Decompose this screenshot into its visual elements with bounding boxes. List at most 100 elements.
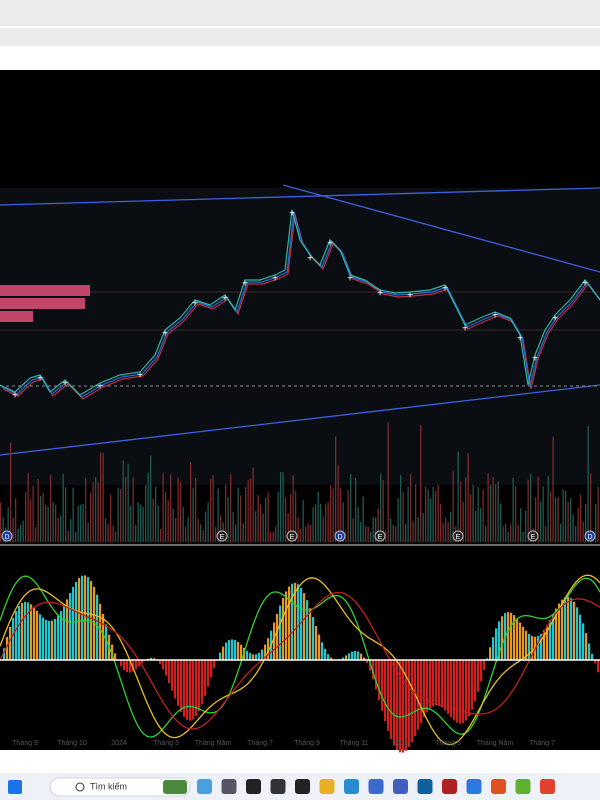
volume-bar [572, 514, 574, 542]
browser-bar [0, 0, 600, 26]
histogram-bar [588, 643, 591, 660]
start-button[interactable] [8, 780, 22, 794]
histogram-bar [39, 614, 42, 660]
volume-bar [162, 472, 164, 542]
oscillator-line [0, 574, 600, 746]
histogram-bar [198, 660, 201, 711]
histogram-bar [567, 596, 570, 660]
histogram-bar [558, 603, 561, 660]
volume-bar [365, 526, 367, 542]
taskbar-app[interactable] [368, 779, 384, 794]
histogram-bar [66, 599, 69, 660]
histogram-bar [267, 638, 270, 660]
price-line [0, 209, 600, 396]
volume-bar [312, 507, 314, 542]
volume-bar [55, 504, 57, 542]
taskbar-app[interactable] [295, 779, 310, 794]
volume-bar [185, 526, 187, 542]
histogram-bar [384, 660, 387, 722]
histogram-bar [291, 583, 294, 660]
signal-cross: + [442, 284, 448, 295]
volume-bar [215, 526, 217, 542]
volume-bar [0, 502, 2, 542]
volume-bar [302, 500, 304, 542]
volume-bar [122, 460, 124, 542]
volume-bar [65, 487, 67, 542]
volume-bar [477, 486, 479, 542]
histogram-bar [540, 633, 543, 660]
volume-bar [272, 531, 274, 542]
histogram-bar [309, 608, 312, 660]
taskbar-app[interactable] [540, 779, 555, 794]
volume-bar [82, 503, 84, 542]
x-axis-label: Tháng 9 [294, 740, 320, 747]
taskbar-app[interactable] [270, 779, 286, 794]
taskbar-app[interactable] [221, 779, 237, 794]
taskbar-app[interactable] [246, 779, 261, 794]
price-layer: + + + + + + + + + + + + + + + + + + + + + + + [0, 184, 600, 456]
volume-bar [470, 493, 472, 542]
histogram-bar [48, 620, 51, 660]
search-icon [75, 782, 85, 792]
x-axis-label: Tháng 7 [247, 740, 273, 747]
oscillator-layer [0, 544, 600, 753]
histogram-bar [516, 618, 519, 660]
histogram-bar [219, 652, 222, 660]
taskbar-app[interactable] [393, 779, 408, 794]
histogram-bar [285, 591, 288, 660]
volume-bar [245, 486, 247, 542]
taskbar-app[interactable] [442, 779, 457, 794]
volume-bar [80, 504, 82, 542]
histogram-bar [201, 660, 204, 704]
volume-bar [345, 530, 347, 542]
taskbar-app[interactable] [197, 779, 212, 794]
volume-bar [530, 473, 532, 542]
histogram-bar [9, 626, 12, 660]
volume-bar [372, 517, 374, 542]
oscillator-line [0, 591, 600, 730]
signal-cross: + [97, 382, 103, 393]
taskbar-app[interactable] [515, 779, 531, 794]
histogram-bar [165, 660, 168, 676]
volume-bar [560, 523, 562, 542]
volume-bar [480, 508, 482, 542]
histogram-bar [390, 660, 393, 740]
histogram-bar [528, 633, 531, 660]
volume-bar [10, 442, 12, 542]
volume-bar [420, 425, 422, 542]
histogram-bar [273, 622, 276, 660]
volume-bar [235, 524, 237, 542]
histogram-bar [459, 660, 462, 724]
volume-bar [297, 517, 299, 542]
taskbar-app[interactable] [344, 779, 359, 794]
taskbar-app[interactable] [491, 779, 506, 794]
volume-bar [377, 508, 379, 542]
histogram-bar [468, 660, 471, 717]
volume-bar [415, 484, 417, 542]
volume-bar [380, 473, 382, 542]
histogram-bar [348, 653, 351, 660]
histogram-bar [456, 660, 459, 723]
histogram-bar [426, 660, 429, 713]
search-box[interactable] [49, 777, 191, 797]
volume-bar [575, 526, 577, 542]
volume-bar [285, 497, 287, 542]
volume-bar [347, 489, 349, 542]
volume-bar [540, 501, 542, 542]
histogram-bar [321, 642, 324, 660]
histogram-bar [60, 611, 63, 660]
taskbar-app[interactable] [466, 779, 482, 794]
histogram-bar [312, 617, 315, 660]
histogram-bar [246, 650, 249, 660]
volume-bar [492, 476, 494, 542]
taskbar-app[interactable] [319, 779, 335, 794]
taskbar-app[interactable] [417, 779, 433, 794]
volume-bar [37, 478, 39, 542]
signal-cross: + [222, 294, 228, 305]
signal-cross: + [517, 334, 523, 345]
histogram-bar [489, 647, 492, 660]
volume-bar [352, 518, 354, 542]
volume-bar [15, 498, 17, 542]
volume-bar [537, 476, 539, 542]
volume-bar [267, 492, 269, 542]
